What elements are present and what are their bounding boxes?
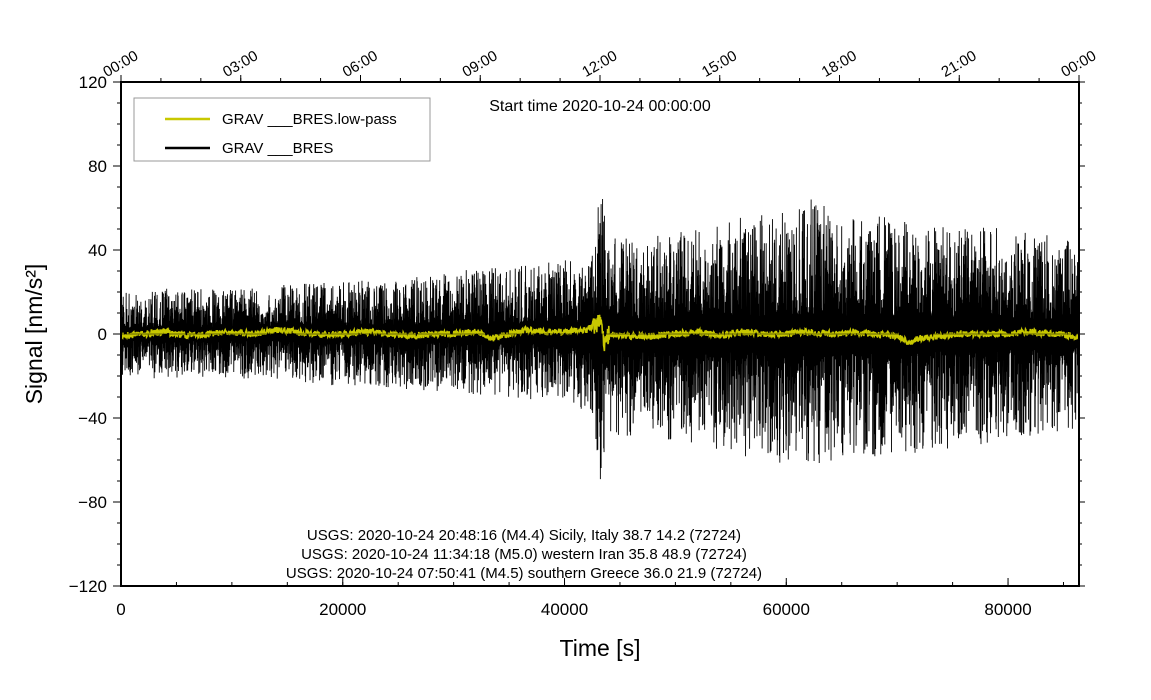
- raw-signal-trace: [121, 198, 1079, 480]
- y-tick-label: 0: [98, 325, 107, 344]
- legend-label-lowpass: GRAV ___BRES.low-pass: [222, 111, 397, 128]
- y-tick-label: 80: [88, 157, 107, 176]
- annotation-greece: USGS: 2020-10-24 07:50:41 (M4.5) souther…: [286, 565, 762, 582]
- annotation-iran: USGS: 2020-10-24 11:34:18 (M5.0) western…: [301, 546, 747, 563]
- y-tick-label: 120: [79, 73, 107, 92]
- series-grav-bres: [121, 198, 1079, 480]
- x-tick-label: 60000: [763, 600, 810, 619]
- legend-box: [133, 97, 431, 162]
- chart-title: Start time 2020-10-24 00:00:00: [489, 98, 711, 115]
- x-axis-title: Time [s]: [560, 635, 641, 661]
- x-tick-label: 40000: [541, 600, 588, 619]
- top-time-axis: 00:00 03:00 06:00 09:00 12:00 15:00 18:00 21:00…: [100, 47, 1099, 82]
- event-annotations: USGS: 2020-10-24 20:48:16 (M4.4) Sicily,…: [286, 527, 762, 582]
- y-tick-label: 40: [88, 241, 107, 260]
- legend-label-raw: GRAV ___BRES: [222, 140, 333, 157]
- y-tick-label: −120: [69, 577, 107, 596]
- y-axis-title: Signal [nm/s²]: [21, 264, 47, 405]
- legend: GRAV ___BRES.low-pass GRAV ___BRES: [133, 97, 431, 162]
- y-axis: −120 −80 −40 0 40 80 120: [69, 73, 1085, 596]
- annotation-sicily: USGS: 2020-10-24 20:48:16 (M4.4) Sicily,…: [307, 527, 741, 544]
- series-grav-bres-lowpass: [121, 314, 1079, 352]
- x-tick-label: 80000: [984, 600, 1031, 619]
- lowpass-signal-trace: [121, 314, 1079, 352]
- x-axis: 0 20000 40000 60000 80000: [116, 578, 1064, 619]
- x-tick-label: 20000: [319, 600, 366, 619]
- y-tick-label: −40: [78, 409, 107, 428]
- x-tick-label: 0: [116, 600, 125, 619]
- y-tick-label: −80: [78, 493, 107, 512]
